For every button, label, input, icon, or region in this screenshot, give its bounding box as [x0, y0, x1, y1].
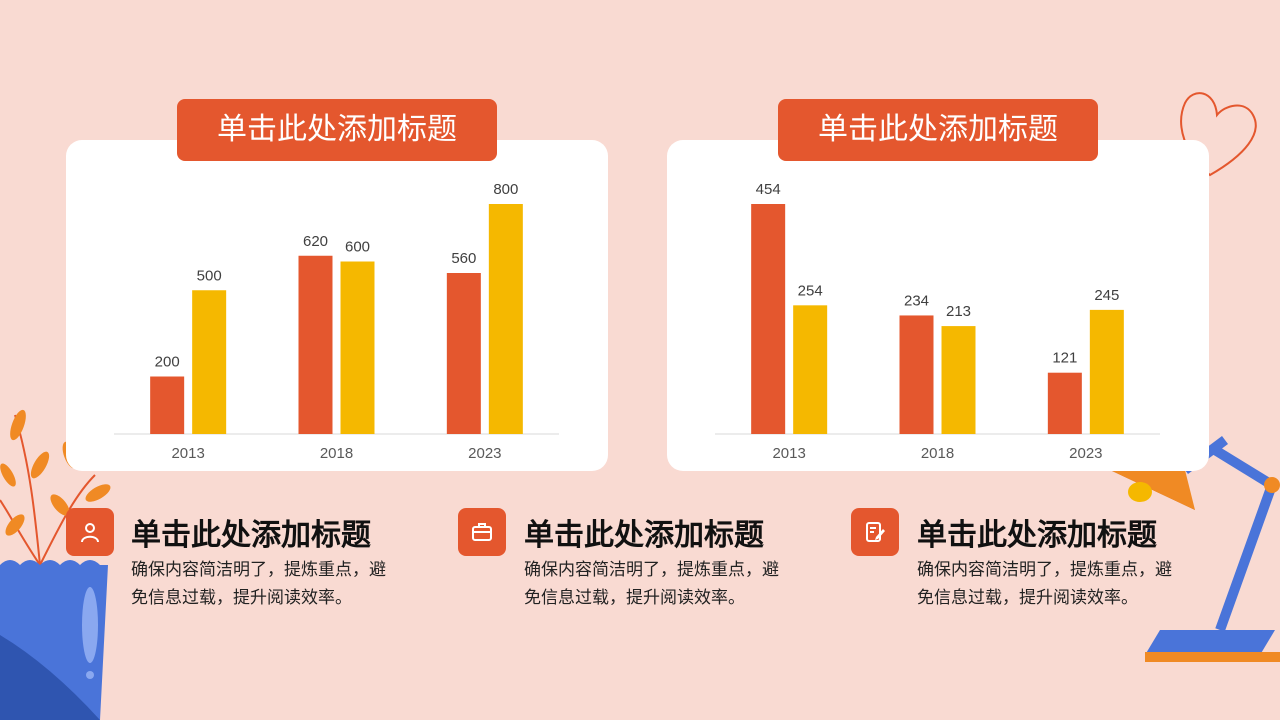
- data-label: 245: [1094, 287, 1119, 304]
- bar-chart-2: 454 254 2013 234 213 2018 121 245 2023: [715, 181, 1160, 462]
- info-desc-line2: 免信息过载，提升阅读效率。: [917, 588, 1138, 608]
- bar-2018-s1: [899, 315, 934, 434]
- info-title-1: 单击此处添加标题: [131, 518, 371, 553]
- data-label: 234: [904, 292, 929, 309]
- x-tick-label: 2023: [1069, 445, 1102, 462]
- briefcase-icon: [472, 523, 492, 541]
- info-desc-line2: 免信息过载，提升阅读效率。: [131, 588, 352, 608]
- x-tick-label: 2023: [468, 445, 501, 462]
- info-desc-1: 确保内容简洁明了，提炼重点，避 免信息过载，提升阅读效率。: [131, 556, 431, 612]
- data-label: 500: [197, 267, 222, 284]
- bar-2023-s1: [1047, 372, 1082, 434]
- bar-2013-s1: [751, 204, 786, 434]
- info-desc-line2: 免信息过载，提升阅读效率。: [524, 588, 745, 608]
- data-label: 600: [345, 239, 370, 256]
- info-title-2: 单击此处添加标题: [524, 518, 764, 553]
- bar-2018-s2: [941, 326, 976, 434]
- bar-2023-s2: [488, 204, 523, 434]
- info-icon-box-1: [66, 508, 114, 556]
- x-tick-label: 2018: [921, 445, 954, 462]
- plant-illustration: [0, 409, 111, 720]
- x-tick-label: 2013: [772, 445, 805, 462]
- bar-2013-s2: [793, 305, 828, 434]
- info-icon-box-2: [458, 508, 506, 556]
- data-label: 620: [303, 233, 328, 250]
- data-label: 800: [493, 181, 518, 198]
- heart-icon: [1180, 92, 1257, 177]
- data-label: 454: [756, 181, 781, 198]
- info-title-3: 单击此处添加标题: [917, 518, 1157, 553]
- bar-chart-1: 200 500 2013 620 600 2018 560 800 2023: [114, 181, 559, 462]
- bar-2023-s1: [446, 273, 481, 434]
- info-desc-line1: 确保内容简洁明了，提炼重点，避: [131, 560, 386, 580]
- chart-title-1: 单击此处添加标题: [177, 99, 497, 161]
- data-label: 213: [946, 303, 971, 320]
- bar-2013-s2: [192, 290, 227, 434]
- data-label: 560: [451, 250, 476, 267]
- bar-2018-s2: [340, 261, 375, 434]
- info-desc-line1: 确保内容简洁明了，提炼重点，避: [917, 560, 1172, 580]
- x-tick-label: 2018: [320, 445, 353, 462]
- user-icon: [81, 523, 99, 543]
- data-label: 200: [155, 354, 180, 371]
- data-label: 121: [1052, 350, 1077, 367]
- data-label: 254: [798, 282, 823, 299]
- bar-2013-s1: [150, 376, 185, 434]
- x-tick-label: 2013: [171, 445, 204, 462]
- chart-title-2: 单击此处添加标题: [778, 99, 1098, 161]
- edit-icon: [866, 522, 885, 542]
- info-desc-line1: 确保内容简洁明了，提炼重点，避: [524, 560, 779, 580]
- info-desc-3: 确保内容简洁明了，提炼重点，避 免信息过载，提升阅读效率。: [917, 556, 1217, 612]
- bar-2018-s1: [298, 255, 333, 434]
- info-icon-box-3: [851, 508, 899, 556]
- bar-2023-s2: [1089, 309, 1124, 434]
- info-desc-2: 确保内容简洁明了，提炼重点，避 免信息过载，提升阅读效率。: [524, 556, 824, 612]
